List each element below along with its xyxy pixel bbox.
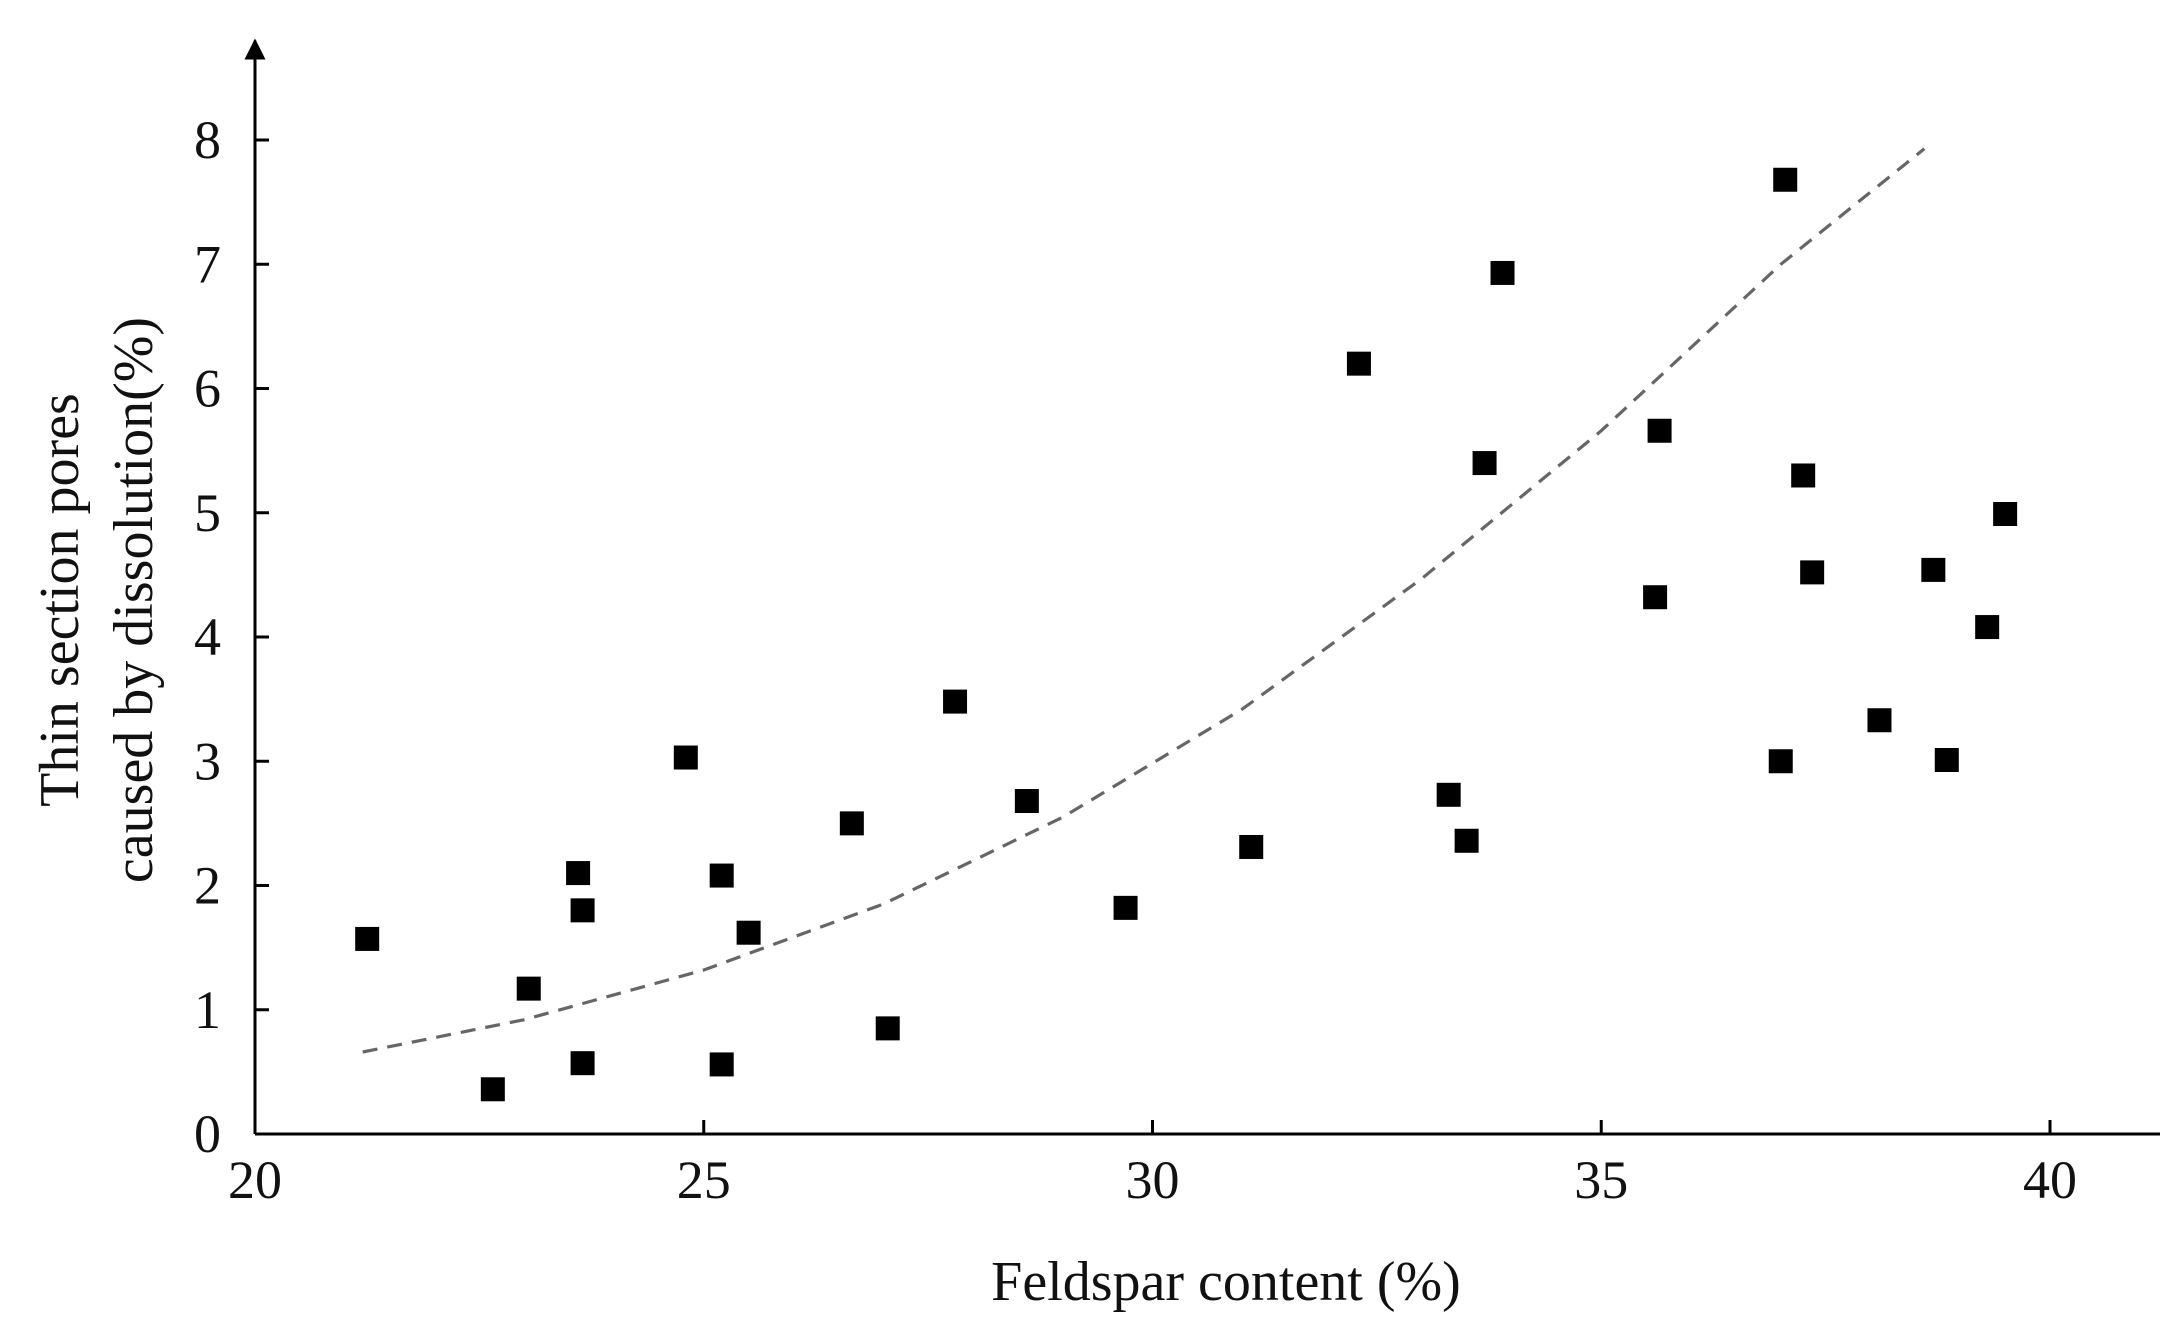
data-point	[1239, 834, 1264, 859]
data-point	[1921, 557, 1946, 582]
axes: 20 25 30 35 40 0 1 2 3 4 5 6 7 8	[194, 38, 2160, 1210]
x-tick-label: 20	[228, 1150, 282, 1210]
y-tick-label: 4	[194, 607, 221, 667]
y-axis-title-line-1: Thin section pores	[29, 393, 91, 807]
y-tick-label: 0	[194, 1104, 221, 1164]
y-tick-label: 5	[194, 483, 221, 543]
data-point	[1993, 501, 2018, 526]
y-tick-label: 7	[194, 234, 221, 294]
x-tick-label: 35	[1574, 1150, 1628, 1210]
trend-line-group	[362, 147, 1926, 1054]
data-point	[736, 920, 761, 945]
x-tick-label: 25	[677, 1150, 731, 1210]
data-point	[480, 1077, 505, 1102]
trend-line	[362, 147, 1926, 1054]
data-point	[709, 1052, 734, 1077]
data-point	[1975, 615, 2000, 640]
y-tick-label: 2	[194, 856, 221, 916]
data-point	[1454, 828, 1479, 853]
data-point	[1768, 749, 1793, 774]
data-point	[355, 926, 380, 951]
x-tick-label: 30	[1126, 1150, 1180, 1210]
y-tick-label: 8	[194, 110, 221, 170]
data-point	[1472, 451, 1497, 476]
data-point	[1436, 782, 1461, 807]
data-point	[1643, 585, 1668, 610]
data-point	[566, 861, 591, 886]
data-point	[1346, 351, 1371, 376]
data-point	[1934, 748, 1959, 773]
data-point	[1867, 708, 1892, 733]
data-point	[516, 976, 541, 1001]
data-point	[570, 1051, 595, 1076]
data-point	[1791, 463, 1816, 488]
x-axis-title: Feldspar content (%)	[991, 1251, 1461, 1313]
axis-labels: Feldspar content (%) Thin section pores …	[29, 317, 1461, 1313]
y-tick-label: 6	[194, 359, 221, 419]
x-tick-label: 40	[2023, 1150, 2077, 1210]
y-axis-title-line-2: caused by dissolution(%)	[103, 317, 165, 883]
data-point	[709, 863, 734, 888]
data-point	[673, 745, 698, 770]
data-points	[355, 167, 2018, 1102]
data-point	[943, 689, 968, 714]
data-point	[1773, 167, 1798, 192]
y-tick-label: 3	[194, 731, 221, 791]
data-point	[1490, 260, 1515, 285]
data-point	[1113, 895, 1138, 920]
y-tick-label: 1	[194, 980, 221, 1040]
data-point	[1647, 418, 1672, 443]
data-point	[875, 1016, 900, 1041]
data-point	[1800, 560, 1825, 585]
data-point	[839, 811, 864, 836]
data-point	[570, 898, 595, 923]
data-point	[1014, 789, 1039, 814]
